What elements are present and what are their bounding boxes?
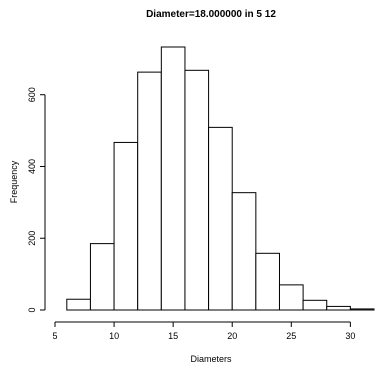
histogram-bar	[208, 126, 233, 311]
histogram-bar	[137, 71, 162, 311]
chart-title: Diameter=18.000000 in 5 12	[146, 9, 276, 20]
x-tick-label: 20	[227, 331, 237, 341]
histogram-bar	[302, 299, 328, 311]
y-axis-label: Frequency	[9, 160, 19, 203]
histogram-bar	[113, 141, 139, 311]
histogram-bar	[278, 284, 304, 311]
y-tick-label: 400	[27, 159, 37, 174]
x-axis-label: Diameters	[190, 354, 232, 364]
histogram-bar	[231, 192, 257, 311]
x-tick-label: 15	[168, 331, 178, 341]
y-axis: 0 200 400 600	[27, 87, 46, 313]
y-tick-label: 200	[27, 231, 37, 246]
x-axis: 5 10 15 20 25 30	[52, 321, 355, 341]
x-tick-label: 25	[286, 331, 296, 341]
y-tick-label: 600	[27, 87, 37, 102]
x-tick-label: 5	[52, 331, 57, 341]
histogram-bar	[160, 46, 186, 311]
histogram-bar	[326, 305, 351, 311]
histogram-bar	[66, 298, 91, 311]
y-tick-label: 0	[27, 307, 37, 312]
histogram-bar	[184, 69, 210, 311]
bars-group	[66, 46, 375, 311]
histogram-bar	[89, 243, 115, 311]
x-tick-label: 30	[345, 331, 355, 341]
histogram-bar	[349, 308, 375, 311]
x-tick-label: 10	[109, 331, 119, 341]
histogram-bar	[255, 252, 280, 311]
